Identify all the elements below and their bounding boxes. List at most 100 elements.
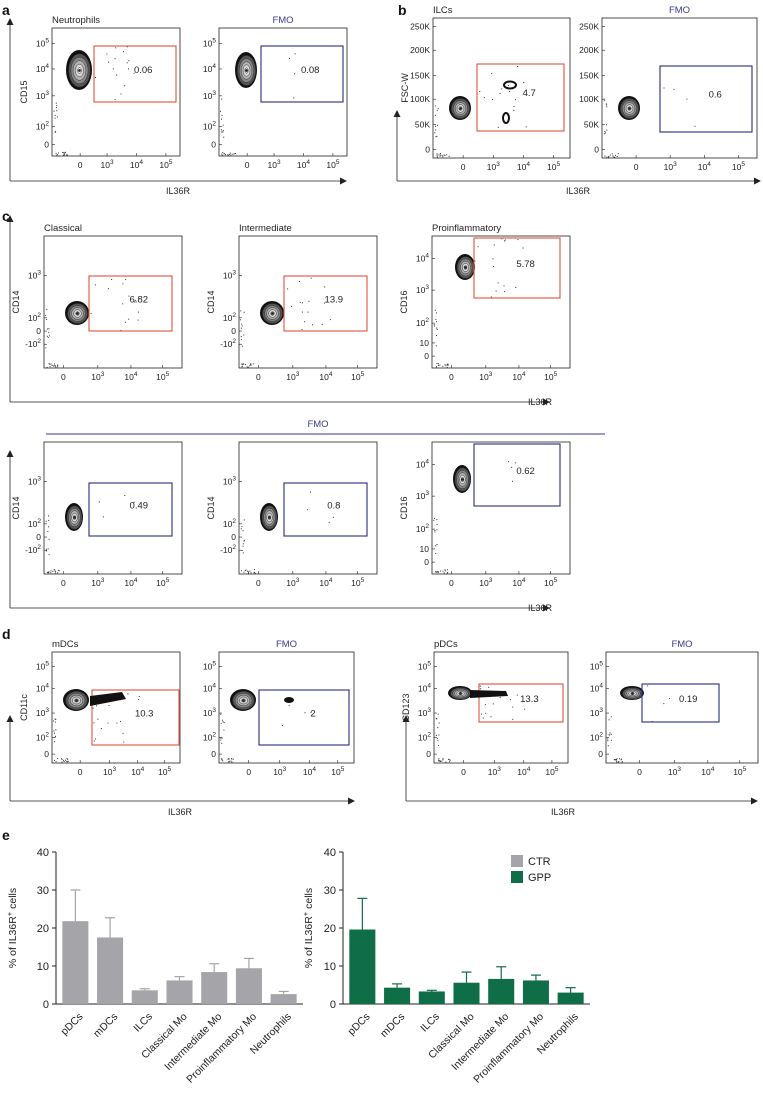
y-tick-label: 102 xyxy=(223,518,236,529)
event-dot xyxy=(294,73,296,75)
event-dot xyxy=(301,311,303,313)
population-center xyxy=(271,312,274,315)
event-dot xyxy=(321,323,323,325)
x-tick-label: 103 xyxy=(273,766,286,777)
event-dot xyxy=(614,156,616,158)
y-tick-label: 0 xyxy=(424,351,429,361)
legend-swatch xyxy=(511,855,523,867)
event-dot xyxy=(94,284,96,286)
fmo-plot: FMO 105 104 103 102 0 0 103 104 105 0.19 xyxy=(590,639,759,777)
event-dot xyxy=(433,324,435,326)
event-dot xyxy=(45,520,47,522)
y-tick-label: 200K xyxy=(579,45,599,55)
x-tick-label: 104 xyxy=(124,577,137,588)
gate-percentage: 0.19 xyxy=(679,694,698,705)
cell-population xyxy=(260,301,284,325)
event-dot xyxy=(324,302,326,304)
y-tick-label: 104 xyxy=(590,683,603,694)
population-center xyxy=(459,692,462,695)
x-tick-label: 103 xyxy=(488,766,501,777)
event-dot xyxy=(513,106,515,107)
plot-frame xyxy=(433,651,569,764)
x-tick-label: 104 xyxy=(517,766,530,777)
y-axis-arrowhead xyxy=(6,450,14,457)
event-dot xyxy=(137,311,139,313)
y-tick-label: 50K xyxy=(584,119,599,129)
event-dot xyxy=(62,151,64,153)
event-dot xyxy=(124,495,126,496)
event-dot xyxy=(48,363,50,365)
event-dot xyxy=(222,721,224,723)
event-dot xyxy=(301,328,303,330)
event-dot xyxy=(51,364,53,366)
event-dot xyxy=(53,365,54,367)
event-dot xyxy=(124,85,126,87)
event-dot xyxy=(222,130,224,132)
event-dot xyxy=(242,530,244,532)
axis-events-y xyxy=(433,517,438,554)
event-dot xyxy=(123,741,125,743)
y-axis-label: CD11c xyxy=(19,694,29,721)
panel-label: b xyxy=(398,2,407,18)
axis-events-x xyxy=(436,153,450,158)
population-center xyxy=(464,266,467,269)
event-dot xyxy=(55,729,57,731)
y-tick-label: 10 xyxy=(324,961,336,973)
bar xyxy=(349,929,376,1004)
event-dot xyxy=(310,491,311,493)
event-dot xyxy=(609,734,611,736)
event-dot xyxy=(127,693,129,695)
event-dot xyxy=(435,571,437,573)
event-dot xyxy=(53,569,55,571)
fmo-gate xyxy=(88,482,173,537)
y-axis-label: CD14 xyxy=(11,290,21,313)
y-tick-label: 0 xyxy=(598,749,603,759)
gated-events xyxy=(289,53,296,99)
event-dot xyxy=(615,760,617,762)
event-dot xyxy=(47,548,49,550)
y-tick-label: -102 xyxy=(25,338,41,349)
event-dot xyxy=(228,761,230,763)
event-dot xyxy=(433,325,435,327)
bar xyxy=(557,992,584,1004)
event-dot xyxy=(97,718,99,720)
event-dot xyxy=(442,156,444,158)
gate-percentage: 0.62 xyxy=(516,466,535,477)
event-dot xyxy=(252,363,254,365)
event-dot xyxy=(443,572,445,574)
panel-c-fmo-axes xyxy=(6,450,550,612)
fmo-plot: FMO 105 104 103 102 0 0 103 104 105 2 xyxy=(203,639,355,777)
il36r-positive-gate xyxy=(473,237,561,299)
event-dot xyxy=(240,327,242,329)
x-tick-label: 105 xyxy=(732,161,745,172)
population-center xyxy=(76,312,79,315)
event-dot xyxy=(438,759,439,761)
gated-events xyxy=(647,685,670,722)
event-dot xyxy=(512,480,513,482)
event-dot xyxy=(233,153,235,155)
panel-label: e xyxy=(2,827,10,843)
population-title: Intermediate xyxy=(239,223,292,234)
event-dot xyxy=(606,106,608,108)
population-center xyxy=(628,107,631,110)
event-dot xyxy=(304,321,306,323)
category-label: ILCs xyxy=(131,1011,155,1035)
event-dot xyxy=(221,153,223,155)
event-dot xyxy=(220,723,222,725)
x-tick-label: 103 xyxy=(286,577,299,588)
event-dot xyxy=(221,118,222,120)
event-dot xyxy=(67,760,69,762)
plot-frame xyxy=(431,441,571,575)
event-dot xyxy=(54,721,56,723)
event-dot xyxy=(138,696,140,698)
gated-events xyxy=(92,693,140,743)
event-dot xyxy=(507,85,509,86)
y-tick-label: 0 xyxy=(43,999,49,1011)
y-tick-label: 104 xyxy=(418,683,431,694)
event-dot xyxy=(480,713,482,715)
event-dot xyxy=(511,466,513,468)
event-dot xyxy=(442,758,444,760)
event-dot xyxy=(621,761,623,763)
event-dot xyxy=(240,336,242,338)
event-dot xyxy=(436,335,437,336)
